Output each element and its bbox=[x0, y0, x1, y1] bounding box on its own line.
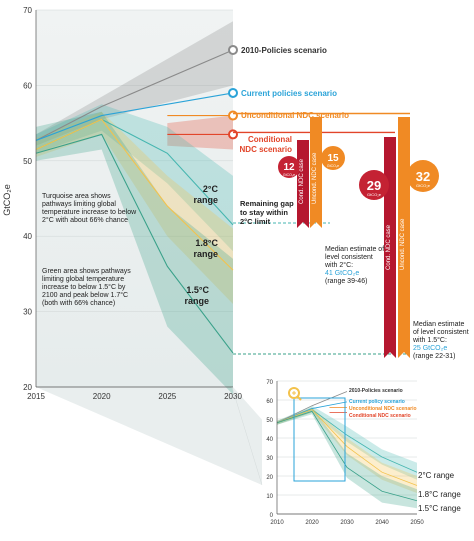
bar-uncond-big-label: Uncond. NDC case bbox=[400, 218, 406, 270]
bubble-29 bbox=[359, 170, 389, 200]
median-2c-range: (range 39-46) bbox=[325, 278, 368, 285]
inset-zoom-box bbox=[293, 397, 346, 482]
bar-uncond-small-label: Uncond. NDC case bbox=[312, 152, 318, 204]
inset-x-tick-2050: 2050 bbox=[410, 520, 424, 526]
label-18-2: range bbox=[193, 249, 218, 259]
main-marker-current-policies-scenario bbox=[228, 87, 238, 98]
inset-y-tick-50: 50 bbox=[266, 418, 273, 424]
main-x-tick-2030: 2030 bbox=[224, 392, 242, 401]
median-15c-note: Median estimate of level consistent with… bbox=[413, 321, 471, 361]
inset-label-2c: 2°C range bbox=[418, 471, 455, 480]
inset-y-tick-20: 20 bbox=[266, 475, 273, 481]
inset-y-tick-0: 0 bbox=[270, 513, 274, 519]
label-current-policies: Current policies scenario bbox=[241, 89, 337, 98]
green-note: Green area shows pathways limiting globa… bbox=[42, 268, 131, 307]
inset-label-policies: 2010-Policies scenario bbox=[349, 388, 403, 394]
main-x-tick-2020: 2020 bbox=[93, 392, 111, 401]
inset-y-tick-30: 30 bbox=[266, 456, 273, 462]
bar-uncond-small bbox=[310, 117, 322, 228]
main-x-tick-2015: 2015 bbox=[27, 392, 45, 401]
zoom-wedge bbox=[36, 387, 320, 485]
main-y-tick-70: 70 bbox=[23, 6, 32, 15]
main-y-tick-50: 50 bbox=[23, 157, 32, 166]
label-cond-ndc-1: Conditional bbox=[248, 135, 292, 144]
main-lines bbox=[35, 49, 234, 354]
main-y-tick-20: 20 bbox=[23, 383, 32, 392]
label-2c-1: 2°C bbox=[203, 184, 219, 194]
bubble-12-unit: GtCO₂e bbox=[283, 173, 295, 177]
bar-cond-small bbox=[297, 140, 309, 228]
inset-x-tick-2020: 2020 bbox=[305, 520, 319, 526]
main-marker-conditional-ndc-scenario bbox=[228, 129, 238, 140]
main-band-2-c-range bbox=[36, 104, 233, 252]
label-cond-ndc-2: NDC scenario bbox=[240, 145, 293, 154]
main-line-1-5-c-range bbox=[35, 133, 234, 354]
inset-y-tick-70: 70 bbox=[266, 380, 273, 386]
main-marker-unconditional-ndc-scenario bbox=[228, 110, 238, 121]
median-2c-note: Median estimate of level consistent with… bbox=[325, 246, 385, 286]
bar-cond-big-label: Cond. NDC case bbox=[386, 224, 392, 270]
inset-lines bbox=[276, 391, 418, 502]
inset-y-tick-40: 40 bbox=[266, 437, 273, 443]
inset-band-1-5-c-range bbox=[277, 407, 417, 509]
bubble-12-value: 12 bbox=[283, 162, 295, 173]
magnifier-handle bbox=[296, 395, 302, 401]
inset-label-current: Current policy scenario bbox=[349, 399, 405, 405]
bubble-29-unit: GtCO₂e bbox=[367, 192, 382, 197]
main-band-1-8-c-range bbox=[36, 111, 233, 305]
main-line-2010-policies-scenario bbox=[35, 49, 234, 141]
main-plot-area bbox=[36, 10, 233, 387]
inset-label-uncond: Unconditional NDC scenario bbox=[349, 406, 417, 412]
bubble-15 bbox=[321, 146, 345, 170]
inset-label-cond: Conditional NDC scenario bbox=[349, 413, 411, 419]
main-y-tick-60: 60 bbox=[23, 81, 32, 90]
median-15c-value: 25 GtCO₂e bbox=[413, 345, 448, 352]
bubble-15-value: 15 bbox=[327, 153, 339, 164]
inset-x-tick-2030: 2030 bbox=[340, 520, 354, 526]
inset-x-tick-2040: 2040 bbox=[375, 520, 389, 526]
main-band-1-5-c-range bbox=[36, 111, 233, 395]
inset-y-tick-10: 10 bbox=[266, 494, 273, 500]
bar-cond-small-label: Cond. NDC case bbox=[299, 158, 305, 204]
main-y-axis-label: GtCO₂e bbox=[2, 184, 12, 216]
main-band-conditional-ndc-scenario bbox=[167, 115, 233, 150]
inset-line-1-5-c-range bbox=[276, 410, 418, 502]
main-line-current-policies-scenario bbox=[35, 92, 234, 141]
inset-y-tick-60: 60 bbox=[266, 399, 273, 405]
bubble-12 bbox=[278, 156, 300, 178]
median-15c-range: (range 22-31) bbox=[413, 353, 456, 360]
bubble-32-unit: GtCO₂e bbox=[416, 183, 431, 188]
main-y-tick-40: 40 bbox=[23, 232, 32, 241]
turquoise-note: Turquoise area shows pathways limiting g… bbox=[42, 193, 137, 224]
main-line-1-8-c-range bbox=[35, 118, 234, 271]
main-marker-2010-policies-scenario bbox=[228, 44, 238, 55]
median-2c-text: Median estimate of level consistent with… bbox=[325, 246, 385, 269]
main-y-tick-30: 30 bbox=[23, 308, 32, 317]
inset-band-2-c-range bbox=[277, 405, 417, 480]
median-2c-value: 41 GtCO₂e bbox=[325, 270, 360, 277]
bubble-32-value: 32 bbox=[416, 169, 430, 184]
median-15c-text: Median estimate of level consistent with… bbox=[413, 321, 469, 344]
inset-x-tick-2010: 2010 bbox=[270, 520, 284, 526]
main-x-tick-2025: 2025 bbox=[158, 392, 176, 401]
inset-line-2010-policies-scenario bbox=[276, 391, 348, 424]
bubble-32 bbox=[407, 160, 439, 192]
inset-label-18: 1.8°C range bbox=[418, 490, 461, 499]
inset-line-1-8-c-range bbox=[276, 409, 418, 486]
label-15-2: range bbox=[184, 296, 209, 306]
label-18-1: 1.8°C bbox=[195, 238, 218, 248]
label-2c-2: range bbox=[193, 195, 218, 205]
inset-label-15: 1.5°C range bbox=[418, 504, 461, 513]
main-markers bbox=[228, 44, 238, 140]
bubble-15-unit: GtCO₂e bbox=[327, 164, 339, 168]
label-2010-policies: 2010-Policies scenario bbox=[241, 46, 327, 55]
label-uncond-ndc: Unconditional NDC scenario bbox=[241, 111, 349, 120]
bubble-29-value: 29 bbox=[367, 178, 381, 193]
label-15-1: 1.5°C bbox=[186, 285, 209, 295]
gap-note: Remaining gap to stay within 2°C limit bbox=[240, 199, 294, 226]
bar-uncond-big bbox=[398, 117, 410, 358]
